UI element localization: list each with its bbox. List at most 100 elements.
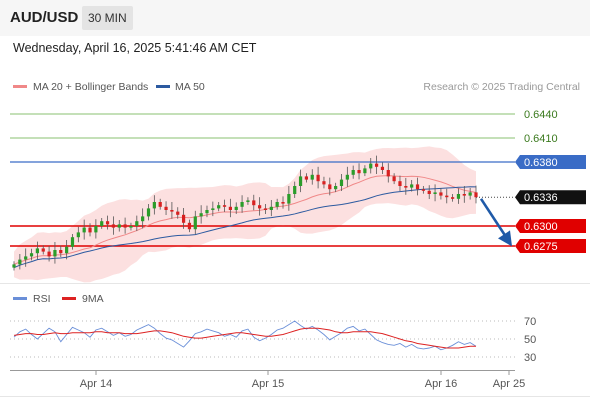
level-tag-support: 0.6300 bbox=[515, 219, 586, 233]
candle bbox=[386, 163, 390, 183]
timestamp: Wednesday, April 16, 2025 5:41:46 AM CET bbox=[13, 41, 257, 55]
ma50-legend-label: MA 50 bbox=[175, 81, 205, 93]
rsi-tick-label: 70 bbox=[524, 316, 536, 328]
title-bar: AUD/USD 30 MIN bbox=[0, 0, 590, 36]
x-tick-label: Apr 25 bbox=[493, 378, 525, 390]
candle bbox=[275, 198, 279, 210]
x-tick-label: Apr 14 bbox=[80, 378, 112, 390]
candle bbox=[12, 261, 16, 271]
candle bbox=[129, 222, 133, 231]
candle bbox=[363, 165, 367, 177]
candle bbox=[146, 204, 151, 221]
candle bbox=[181, 208, 186, 229]
candle bbox=[41, 245, 45, 255]
rsi-panel: 70 50 30 bbox=[10, 316, 536, 364]
candle bbox=[170, 202, 174, 219]
candle bbox=[105, 215, 110, 230]
candle bbox=[123, 217, 127, 234]
candle bbox=[100, 218, 104, 229]
candle bbox=[374, 155, 379, 174]
instrument-name: AUD/USD bbox=[10, 9, 79, 26]
forecast-arrow bbox=[479, 198, 512, 247]
candle bbox=[392, 173, 396, 185]
ma20-legend-label: MA 20 + Bollinger Bands bbox=[33, 81, 148, 93]
arrow-shaft bbox=[479, 198, 507, 237]
rsi-ma-legend-swatch bbox=[62, 297, 76, 300]
candle bbox=[18, 254, 22, 270]
candle bbox=[328, 177, 332, 196]
candle bbox=[35, 241, 40, 260]
candle bbox=[53, 242, 57, 264]
level-tag-current: 0.6336 bbox=[515, 190, 586, 205]
candle bbox=[269, 200, 273, 217]
bollinger-fill bbox=[14, 146, 476, 283]
candle bbox=[70, 234, 75, 250]
level-tag-resistance: 0.6380 bbox=[515, 155, 586, 169]
candle bbox=[410, 180, 414, 192]
candle bbox=[252, 194, 256, 211]
timeframe-button[interactable]: 30 MIN bbox=[82, 6, 133, 30]
level-labels: 0.6440 0.6410 0.6380 0.6336 0.6300 0.6275 bbox=[515, 109, 586, 253]
candle bbox=[351, 165, 355, 179]
candle bbox=[263, 204, 268, 214]
research-credit: Research © 2025 Trading Central bbox=[423, 81, 580, 93]
x-tick-label: Apr 16 bbox=[425, 378, 457, 390]
rsi-legend-label: RSI bbox=[33, 293, 51, 305]
x-tick-label: Apr 15 bbox=[252, 378, 284, 390]
candle bbox=[158, 198, 162, 210]
candle bbox=[456, 188, 461, 204]
x-axis-ticks: Apr 14 Apr 15 Apr 16 Apr 25 bbox=[80, 370, 525, 390]
rsi-line bbox=[13, 320, 477, 351]
candle bbox=[287, 186, 291, 211]
svg-text:0.6336: 0.6336 bbox=[524, 192, 558, 204]
candle bbox=[316, 166, 320, 189]
candle bbox=[211, 201, 215, 217]
arrow-head bbox=[498, 230, 512, 247]
candle bbox=[246, 197, 250, 205]
candle bbox=[234, 202, 238, 214]
candle bbox=[199, 205, 203, 224]
bollinger-band bbox=[14, 146, 476, 283]
candle bbox=[298, 169, 303, 193]
rsi-tick-label: 50 bbox=[524, 334, 536, 346]
candle bbox=[404, 178, 408, 195]
candle bbox=[88, 223, 92, 237]
candle bbox=[380, 162, 385, 174]
candle bbox=[258, 197, 262, 216]
rsi-legend-swatch bbox=[13, 297, 27, 300]
moving-averages bbox=[13, 175, 477, 269]
ma50-line bbox=[13, 186, 477, 269]
candle bbox=[82, 219, 86, 240]
candle bbox=[427, 185, 431, 200]
candle bbox=[345, 166, 349, 187]
candle bbox=[135, 215, 139, 232]
candle bbox=[24, 248, 28, 267]
svg-text:0.6300: 0.6300 bbox=[524, 221, 558, 233]
candle bbox=[334, 182, 338, 193]
candle bbox=[217, 202, 221, 212]
candle bbox=[369, 158, 373, 174]
candle bbox=[433, 184, 437, 202]
candle bbox=[164, 201, 168, 216]
candle bbox=[76, 226, 80, 243]
candle bbox=[240, 195, 244, 213]
candle bbox=[176, 207, 180, 219]
candle bbox=[111, 216, 116, 235]
rsi-ma-legend-label: 9MA bbox=[82, 293, 104, 305]
price-levels bbox=[10, 113, 515, 247]
candle bbox=[445, 188, 449, 204]
candle bbox=[222, 199, 227, 212]
candle bbox=[398, 175, 402, 192]
candle bbox=[141, 208, 145, 229]
candle bbox=[450, 194, 455, 202]
candle bbox=[415, 177, 420, 196]
candle bbox=[94, 219, 98, 239]
rsi-tick-label: 30 bbox=[524, 352, 536, 364]
candle bbox=[29, 248, 34, 261]
candle bbox=[281, 196, 285, 209]
candle bbox=[117, 220, 121, 232]
svg-text:0.6275: 0.6275 bbox=[524, 241, 558, 253]
level-tag-support: 0.6275 bbox=[515, 239, 586, 253]
candle bbox=[357, 163, 361, 180]
